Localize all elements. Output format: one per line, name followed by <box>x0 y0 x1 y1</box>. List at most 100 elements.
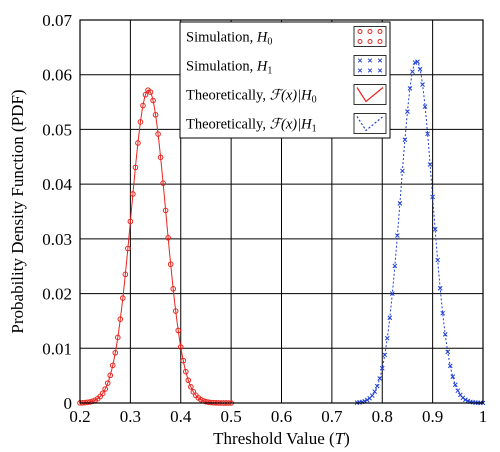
series-0-point <box>104 380 111 386</box>
series-0-point <box>167 261 174 268</box>
legend-marker <box>367 29 373 34</box>
y-axis-title: Probability Density Function (PDF) <box>8 89 27 333</box>
x-tick-label: 0.8 <box>372 407 393 426</box>
y-tick-label: 0.06 <box>42 66 72 85</box>
series-0-point <box>137 119 144 125</box>
series-0-point <box>172 308 179 314</box>
series-1-point <box>400 168 405 174</box>
series-1-point <box>447 363 453 369</box>
series-1-point <box>372 389 378 395</box>
series-1-point <box>463 397 468 403</box>
series-0-point <box>155 131 161 137</box>
series-1-point <box>384 335 390 341</box>
series-0-point <box>170 286 176 292</box>
x-tick-label: 0.6 <box>271 407 292 426</box>
series-1-point <box>450 374 456 380</box>
series-0-point <box>140 102 146 109</box>
legend-item: Simulation, H0 <box>186 26 387 48</box>
series-0-point <box>99 390 106 397</box>
legend-item: Theoretically, ℱ(x)|H1 <box>186 113 387 135</box>
series-1-point <box>395 233 400 238</box>
series-0-point <box>107 372 114 379</box>
series-0-point <box>87 399 93 405</box>
series-0-point <box>125 245 131 252</box>
series-1-point <box>397 201 403 206</box>
series-1-point <box>364 397 370 403</box>
legend-marker <box>367 58 373 63</box>
legend-label: Simulation, H1 <box>186 59 272 77</box>
x-axis-title: Threshold Value (T) <box>213 429 350 448</box>
series-1-point <box>427 162 433 167</box>
series-0-point <box>162 207 169 214</box>
series-0-point <box>142 91 149 98</box>
series-0-point <box>177 344 184 350</box>
series-1-point <box>437 285 443 291</box>
series-1-point <box>377 376 383 381</box>
legend-swatch <box>353 113 387 134</box>
series-0-point <box>147 89 154 95</box>
series-0-point <box>188 384 194 390</box>
x-tick-label: 1 <box>479 407 488 426</box>
legend-marker <box>377 29 383 34</box>
series-0-point <box>102 386 108 392</box>
series-0-point <box>160 180 166 186</box>
series-1-point <box>382 352 388 358</box>
y-tick-label: 0.05 <box>42 120 72 139</box>
series-0-point <box>109 362 116 369</box>
series-0-point <box>157 154 164 161</box>
plot-frame <box>79 19 484 404</box>
series-0-point <box>185 377 192 384</box>
legend-label: Theoretically, ℱ(x)|H0 <box>186 88 317 106</box>
series-0 <box>77 87 234 406</box>
y-tick-label: 0.03 <box>42 230 72 249</box>
x-tick-label: 0.9 <box>422 407 443 426</box>
legend-marker <box>357 29 363 34</box>
x-tick-label: 0.2 <box>69 407 90 426</box>
series-0-point <box>84 399 91 406</box>
legend-marker <box>357 58 363 63</box>
series-0-point <box>150 97 156 104</box>
series-0-point <box>114 334 121 341</box>
legend-marker <box>377 58 383 63</box>
series-1-point <box>452 382 458 388</box>
legend-marker <box>367 39 373 44</box>
series-0-point <box>175 327 182 334</box>
series-1-point <box>407 86 413 91</box>
series-0-point <box>120 295 126 301</box>
series-1-point <box>435 257 441 263</box>
legend-marker <box>357 68 363 73</box>
series-1-point <box>455 388 461 394</box>
series-0-point <box>182 368 189 375</box>
legend: Simulation, H0 Simulation, H1 Theoreticall… <box>179 21 391 139</box>
x-tick-label: 0.7 <box>321 407 343 426</box>
series-0-point <box>165 235 171 241</box>
y-tick-label: 0.02 <box>42 285 72 304</box>
legend-label: Simulation, H0 <box>186 30 272 48</box>
series-1-point <box>405 109 410 115</box>
series-0-point <box>122 271 129 278</box>
legend-marker <box>357 39 363 44</box>
legend-item: Simulation, H1 <box>186 55 387 77</box>
series-1-point <box>369 393 375 398</box>
series-1-point <box>415 59 420 65</box>
series-1-point <box>374 383 380 389</box>
y-tick-label: 0.04 <box>42 175 72 194</box>
series-0-point <box>127 218 134 225</box>
series-0-point <box>152 111 159 118</box>
series-1-point <box>422 104 428 109</box>
series-1-point <box>425 131 430 137</box>
series-1-point <box>389 291 395 296</box>
series-1-point <box>442 332 448 337</box>
series-1-point <box>417 66 423 72</box>
legend-swatch <box>353 84 387 105</box>
series-0-point <box>135 140 141 146</box>
series-1-point <box>445 349 451 355</box>
series-1-point <box>432 226 438 232</box>
series-1-point <box>440 310 446 316</box>
legend-marker <box>377 39 383 44</box>
legend-marker <box>356 87 384 103</box>
series-1-point <box>402 137 408 143</box>
y-tick-label: 0 <box>64 394 73 413</box>
series-0-point <box>203 398 209 405</box>
